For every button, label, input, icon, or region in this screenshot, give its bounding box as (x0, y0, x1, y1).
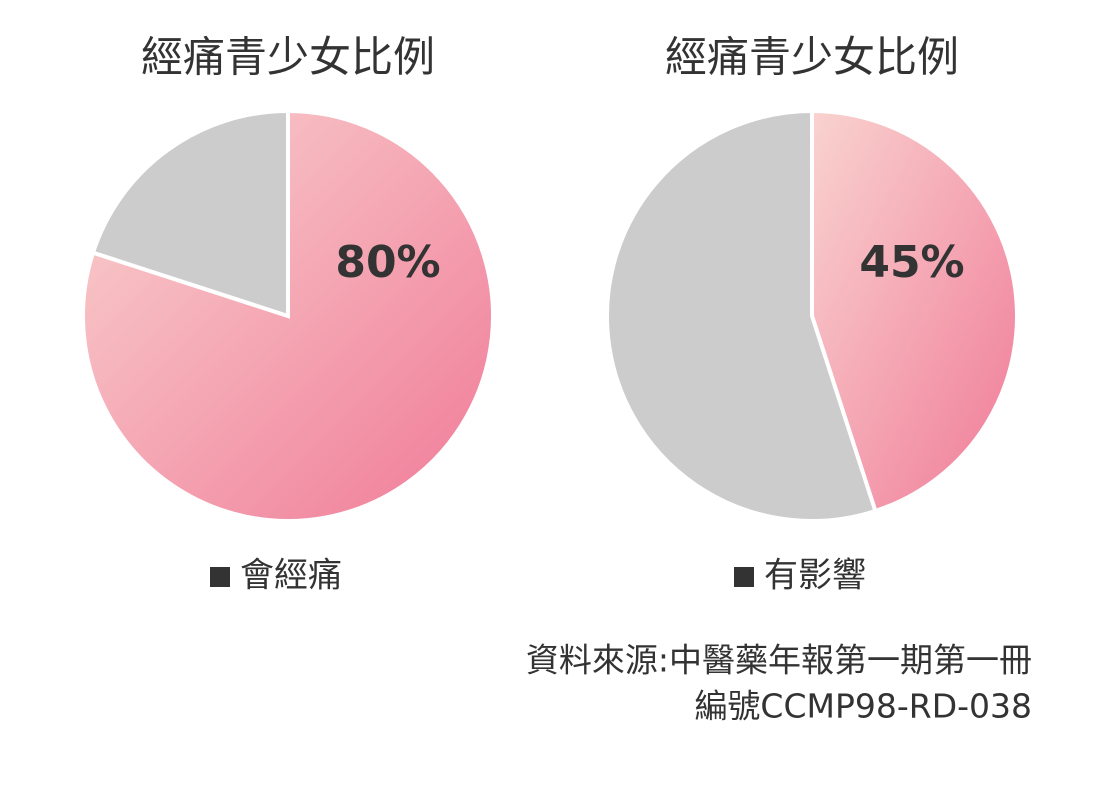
pie-slice (605, 108, 878, 523)
pie-slice (810, 108, 1019, 514)
legend-label: 有影響 (764, 556, 866, 596)
chart-title: 經痛青少女比例 (665, 33, 959, 82)
legend-label: 會經痛 (240, 556, 342, 596)
value-label: 80% (335, 237, 440, 288)
source-line: 資料來源:中醫藥年報第一期第一冊 (526, 641, 1032, 680)
source-line: 編號CCMP98-RD-038 (694, 687, 1032, 726)
legend-swatch (734, 567, 754, 587)
chart-title: 經痛青少女比例 (141, 33, 435, 82)
value-label: 45% (859, 237, 964, 288)
pie-slice (90, 108, 290, 319)
legend-swatch (210, 567, 230, 587)
